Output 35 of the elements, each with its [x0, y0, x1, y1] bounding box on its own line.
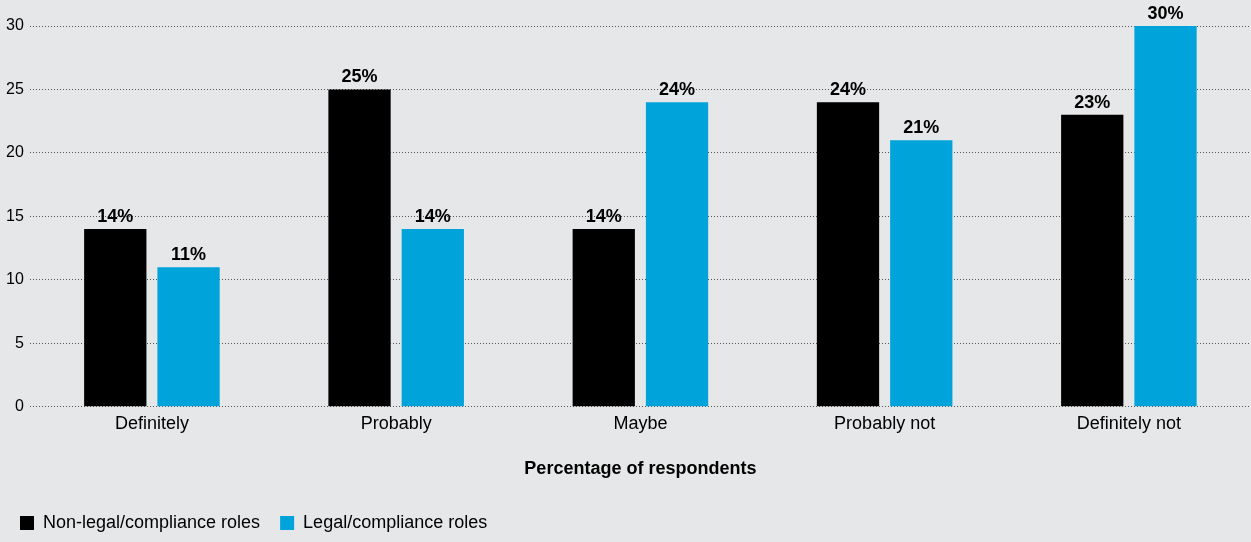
bar [572, 229, 635, 407]
data-label: 24% [659, 79, 696, 100]
bar [157, 267, 220, 407]
x-tick-label: Maybe [613, 412, 668, 433]
bar [1061, 114, 1124, 407]
x-axis-title: Percentage of respondents [524, 458, 757, 479]
bar [816, 102, 880, 407]
x-tick-label: Probably not [834, 412, 936, 433]
legend-label: Non-legal/compliance roles [43, 511, 261, 532]
bar [645, 102, 709, 407]
y-tick-label: 5 [14, 333, 24, 351]
y-tick-label: 30 [6, 16, 24, 34]
legend-label: Legal/compliance roles [303, 511, 488, 532]
bar [1134, 26, 1197, 407]
bar [890, 140, 953, 407]
data-label: 14% [97, 206, 134, 227]
data-label: 24% [829, 79, 867, 100]
x-tick-label: Definitely not [1076, 412, 1181, 433]
data-label: 14% [414, 206, 451, 227]
y-tick-label: 20 [6, 143, 24, 161]
bar [328, 89, 391, 407]
data-label: 11% [171, 244, 207, 265]
data-label: 23% [1074, 91, 1111, 112]
bar [84, 229, 147, 407]
y-tick-label: 25 [6, 79, 24, 97]
y-tick-label: 0 [14, 397, 24, 415]
data-label: 21% [903, 117, 940, 138]
x-tick-label: Probably [360, 412, 432, 433]
data-label: 14% [585, 206, 622, 227]
data-label: 25% [341, 66, 378, 87]
y-tick-label: 10 [6, 270, 24, 288]
y-tick-label: 15 [6, 206, 24, 224]
bar [401, 229, 464, 407]
x-tick-label: Definitely [114, 412, 189, 433]
data-label: 30% [1147, 2, 1184, 23]
